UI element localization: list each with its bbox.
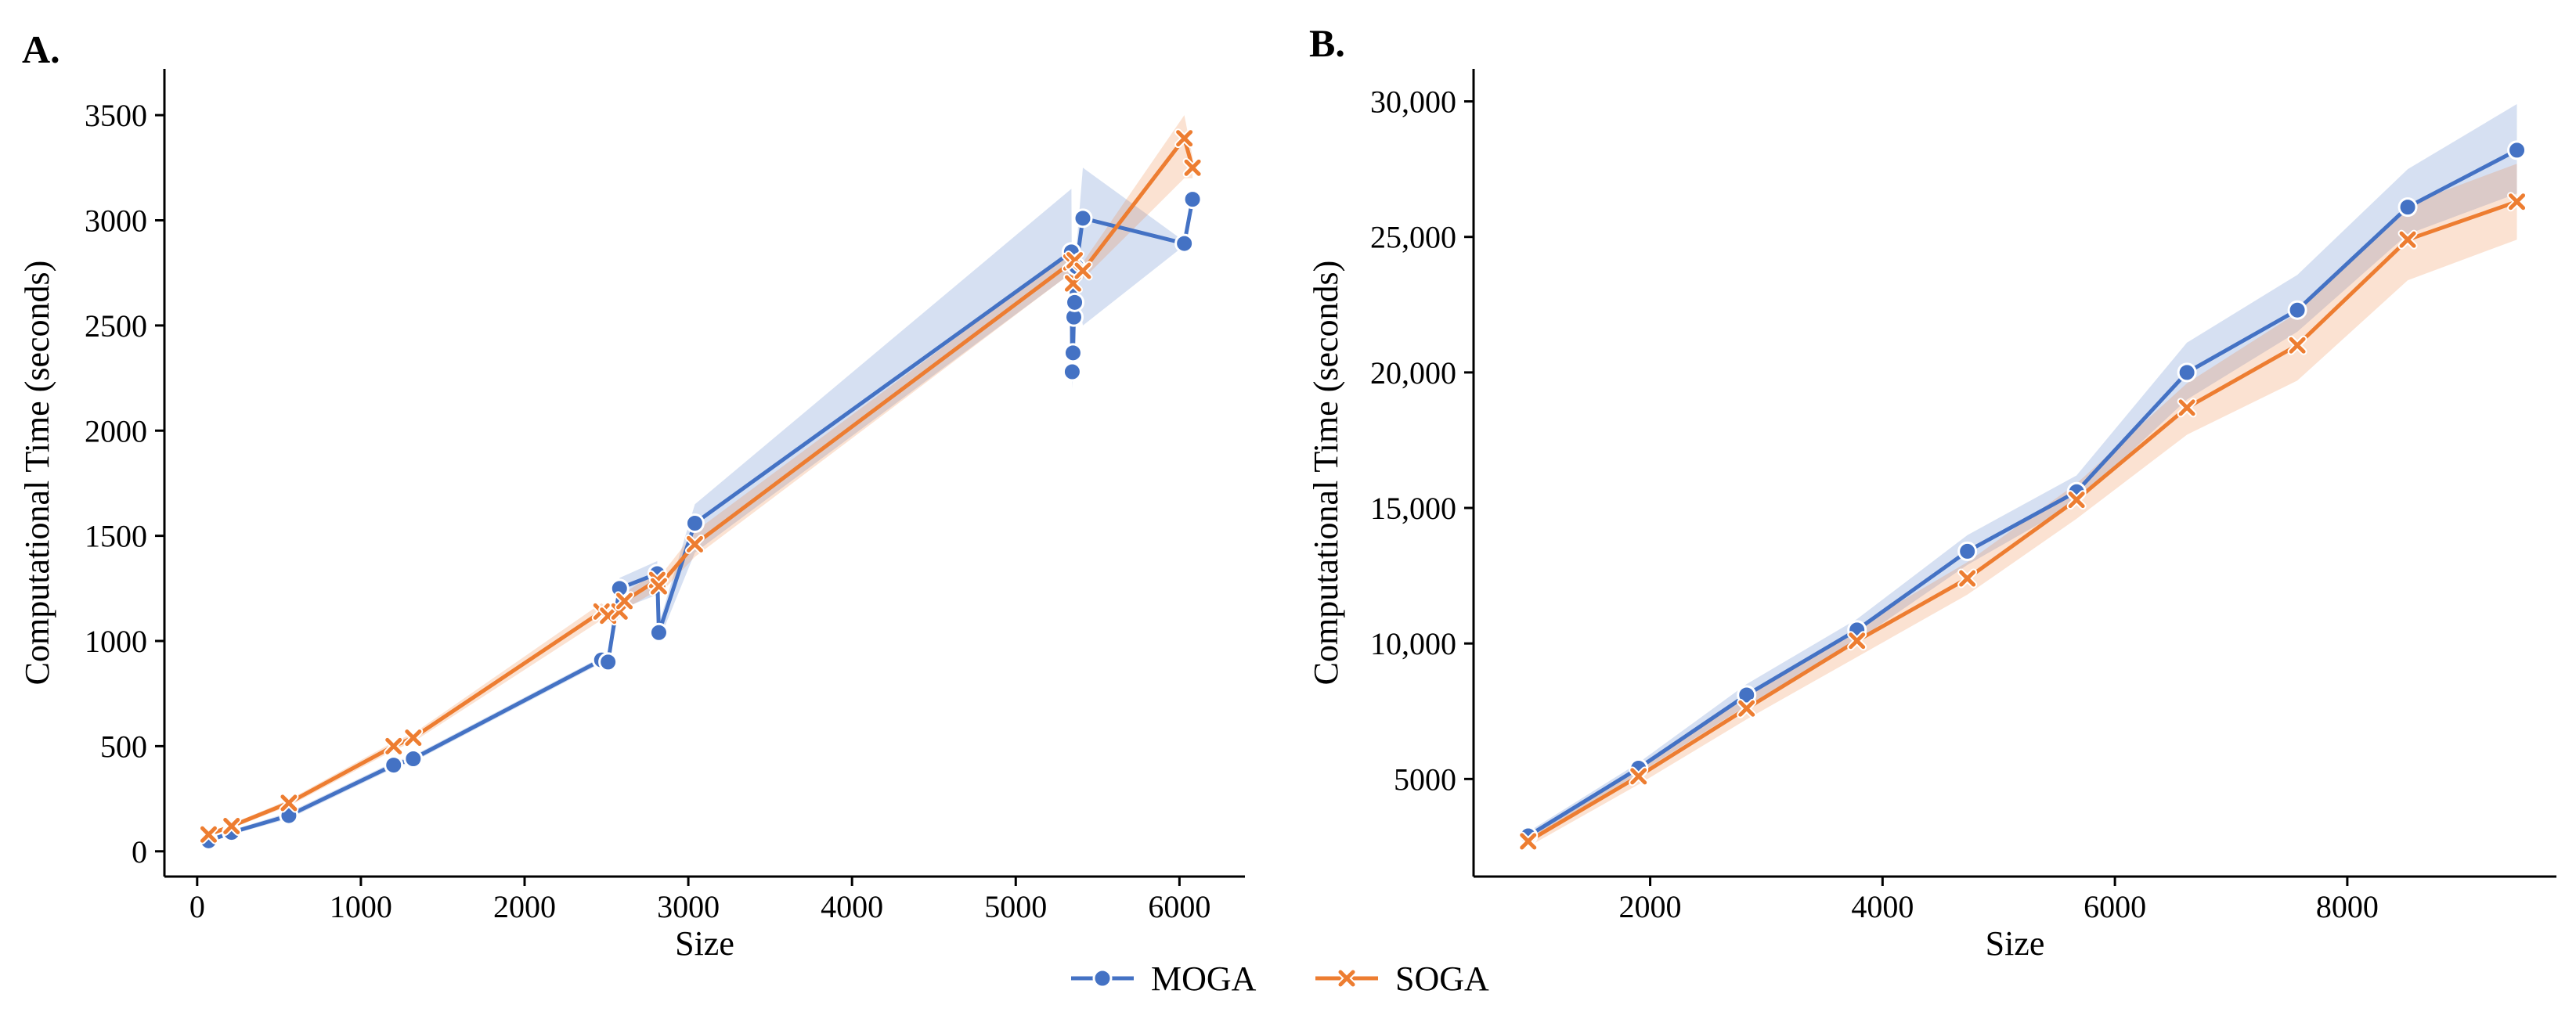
x-tick-label: 1000	[330, 889, 392, 924]
data-point-soga	[222, 816, 242, 836]
x-tick-label: 8000	[2316, 889, 2379, 924]
data-point-moga	[1073, 208, 1093, 229]
legend-marker-soga	[1337, 968, 1357, 988]
data-point-soga	[2066, 490, 2087, 510]
data-point-moga	[1062, 362, 1082, 382]
y-tick-label: 0	[132, 834, 147, 870]
y-tick-label: 1000	[85, 624, 147, 659]
x-axis-label: Size	[675, 924, 734, 963]
data-point-soga	[1957, 568, 1978, 589]
data-point-moga	[1182, 189, 1203, 210]
legend-label-soga: SOGA	[1395, 960, 1489, 998]
data-point-moga	[598, 652, 619, 672]
series-line-soga	[1527, 200, 2518, 844]
data-point-moga	[1065, 292, 1085, 312]
confidence-band-moga	[1528, 104, 2517, 841]
x-tick-label: 6000	[1148, 889, 1210, 924]
y-tick-label: 30,000	[1370, 85, 1456, 120]
data-point-soga	[2507, 192, 2527, 212]
x-tick-label: 0	[189, 889, 205, 924]
panel-a: A. 0 1000 2000 3000 4000 5000 6000 0 500 1000 1500 2…	[18, 27, 1245, 963]
y-tick-label: 3500	[85, 98, 147, 133]
legend-item-moga: MOGA	[1071, 960, 1257, 998]
data-point-moga	[384, 755, 404, 776]
data-point-soga	[1518, 831, 1539, 852]
data-point-soga	[1629, 766, 1649, 787]
y-tick-label: 25,000	[1370, 220, 1456, 255]
data-point-soga	[2397, 229, 2418, 250]
y-tick-label: 500	[100, 729, 147, 764]
data-point-moga	[2397, 197, 2418, 218]
data-point-soga	[2177, 398, 2197, 418]
data-point-moga	[1957, 541, 1978, 561]
x-tick-label: 3000	[657, 889, 720, 924]
panel-b: B. 2000 4000 6000 8000 5000 10,000 15,000 20,000…	[1307, 21, 2556, 963]
data-point-moga	[2177, 362, 2197, 383]
data-point-soga	[198, 824, 218, 844]
data-point-soga	[684, 534, 705, 554]
y-tick-label: 2500	[85, 308, 147, 344]
y-tick-label: 5000	[1394, 762, 1456, 797]
data-point-soga	[2287, 335, 2307, 355]
data-point-soga	[1737, 698, 1757, 718]
data-point-moga	[2287, 300, 2307, 320]
y-axis-label: Computational Time (seconds)	[18, 261, 56, 686]
data-point-soga	[403, 728, 424, 748]
x-tick-label: 2000	[1619, 889, 1682, 924]
data-point-moga	[1063, 343, 1083, 363]
y-tick-label: 2000	[85, 413, 147, 448]
legend-label-moga: MOGA	[1151, 960, 1257, 998]
y-tick-label: 15,000	[1370, 491, 1456, 526]
x-axis-label: Size	[1986, 924, 2045, 963]
data-point-soga	[1174, 128, 1195, 149]
data-point-moga	[403, 749, 424, 769]
data-point-soga	[1847, 631, 1867, 651]
x-tick-label: 4000	[1851, 889, 1914, 924]
panel-label: A.	[22, 27, 60, 71]
legend-marker-moga	[1092, 968, 1113, 988]
confidence-band-moga	[208, 167, 1193, 844]
x-tick-label: 2000	[493, 889, 556, 924]
legend-item-soga: SOGA	[1315, 960, 1489, 998]
data-point-soga	[1073, 261, 1093, 281]
x-tick-label: 4000	[821, 889, 883, 924]
x-tick-label: 5000	[984, 889, 1047, 924]
data-point-soga	[279, 793, 299, 813]
data-point-soga	[384, 736, 404, 756]
series-line-moga	[1527, 148, 2518, 838]
data-point-soga	[615, 591, 635, 611]
y-tick-label: 20,000	[1370, 355, 1456, 391]
data-point-moga	[2507, 140, 2527, 160]
legend: MOGA SOGA	[1071, 960, 1489, 998]
x-tick-label: 6000	[2084, 889, 2146, 924]
data-point-moga	[648, 622, 669, 643]
data-point-soga	[648, 576, 669, 596]
data-point-soga	[1182, 157, 1203, 178]
y-tick-label: 3000	[85, 203, 147, 239]
confidence-band-soga	[1528, 164, 2517, 847]
y-tick-label: 1500	[85, 519, 147, 554]
y-tick-label: 10,000	[1370, 626, 1456, 661]
panel-label: B.	[1309, 21, 1345, 65]
data-point-moga	[1174, 233, 1195, 254]
data-point-moga	[684, 513, 705, 533]
y-axis-label: Computational Time (seconds)	[1307, 261, 1345, 686]
